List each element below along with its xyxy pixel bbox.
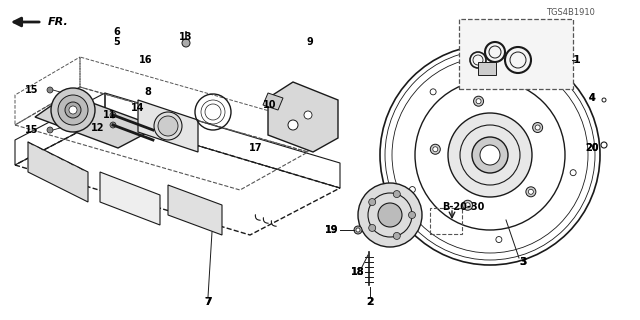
Circle shape: [58, 95, 88, 125]
Circle shape: [69, 106, 77, 114]
Circle shape: [356, 228, 360, 232]
Circle shape: [465, 203, 470, 208]
Circle shape: [408, 212, 415, 219]
Circle shape: [463, 200, 472, 210]
Polygon shape: [268, 82, 338, 152]
Text: 7: 7: [204, 297, 212, 307]
Circle shape: [430, 89, 436, 95]
Circle shape: [65, 102, 81, 118]
FancyBboxPatch shape: [459, 19, 573, 89]
Text: 4: 4: [589, 93, 595, 103]
Polygon shape: [138, 100, 198, 152]
Text: 20: 20: [585, 143, 599, 153]
Text: 15: 15: [25, 85, 39, 95]
Text: 15: 15: [25, 125, 39, 135]
Text: 2: 2: [367, 297, 373, 307]
Circle shape: [369, 199, 376, 205]
Text: 17: 17: [249, 143, 263, 153]
Circle shape: [529, 189, 533, 194]
Circle shape: [47, 127, 53, 133]
Text: 8: 8: [145, 87, 152, 97]
Polygon shape: [263, 93, 283, 110]
Circle shape: [535, 125, 540, 130]
Text: 13: 13: [179, 32, 193, 42]
Text: 16: 16: [140, 55, 153, 65]
Text: 12: 12: [92, 123, 105, 133]
Circle shape: [369, 224, 376, 231]
Text: 1: 1: [573, 55, 581, 65]
Circle shape: [158, 116, 178, 136]
Circle shape: [496, 236, 502, 243]
Polygon shape: [28, 142, 88, 202]
Circle shape: [433, 147, 438, 152]
Text: 9: 9: [307, 37, 314, 47]
Text: 20: 20: [585, 143, 599, 153]
Text: 6: 6: [114, 27, 120, 37]
Circle shape: [532, 123, 543, 132]
Circle shape: [154, 112, 182, 140]
Text: 11: 11: [103, 110, 116, 120]
Polygon shape: [100, 172, 160, 225]
Circle shape: [394, 232, 400, 239]
Circle shape: [394, 191, 400, 197]
Circle shape: [410, 187, 415, 193]
Text: 7: 7: [205, 297, 211, 307]
Text: 5: 5: [114, 37, 120, 47]
Text: 4: 4: [589, 93, 595, 103]
Text: 14: 14: [131, 103, 145, 113]
Circle shape: [110, 122, 116, 128]
Circle shape: [288, 120, 298, 130]
Text: TGS4B1910: TGS4B1910: [546, 7, 595, 17]
Text: 10: 10: [263, 100, 276, 110]
Circle shape: [480, 145, 500, 165]
Circle shape: [182, 39, 190, 47]
Circle shape: [472, 137, 508, 173]
Circle shape: [378, 203, 402, 227]
Text: 18: 18: [351, 267, 365, 277]
Polygon shape: [478, 62, 496, 75]
Text: 3: 3: [520, 257, 526, 267]
Circle shape: [358, 183, 422, 247]
Text: 3: 3: [519, 257, 527, 267]
Circle shape: [110, 112, 116, 118]
Circle shape: [354, 226, 362, 234]
Circle shape: [51, 88, 95, 132]
Circle shape: [529, 78, 536, 84]
Circle shape: [304, 111, 312, 119]
Text: 19: 19: [325, 225, 339, 235]
Circle shape: [47, 87, 53, 93]
Text: FR.: FR.: [48, 17, 68, 27]
Text: 2: 2: [366, 297, 374, 307]
Polygon shape: [35, 94, 158, 148]
Polygon shape: [168, 185, 222, 235]
Circle shape: [526, 187, 536, 197]
Circle shape: [476, 99, 481, 104]
Text: 19: 19: [325, 225, 339, 235]
Text: B-20-30: B-20-30: [442, 202, 484, 212]
Circle shape: [570, 170, 576, 176]
Circle shape: [448, 113, 532, 197]
Circle shape: [430, 144, 440, 154]
Text: 18: 18: [351, 267, 365, 277]
Circle shape: [474, 96, 484, 106]
